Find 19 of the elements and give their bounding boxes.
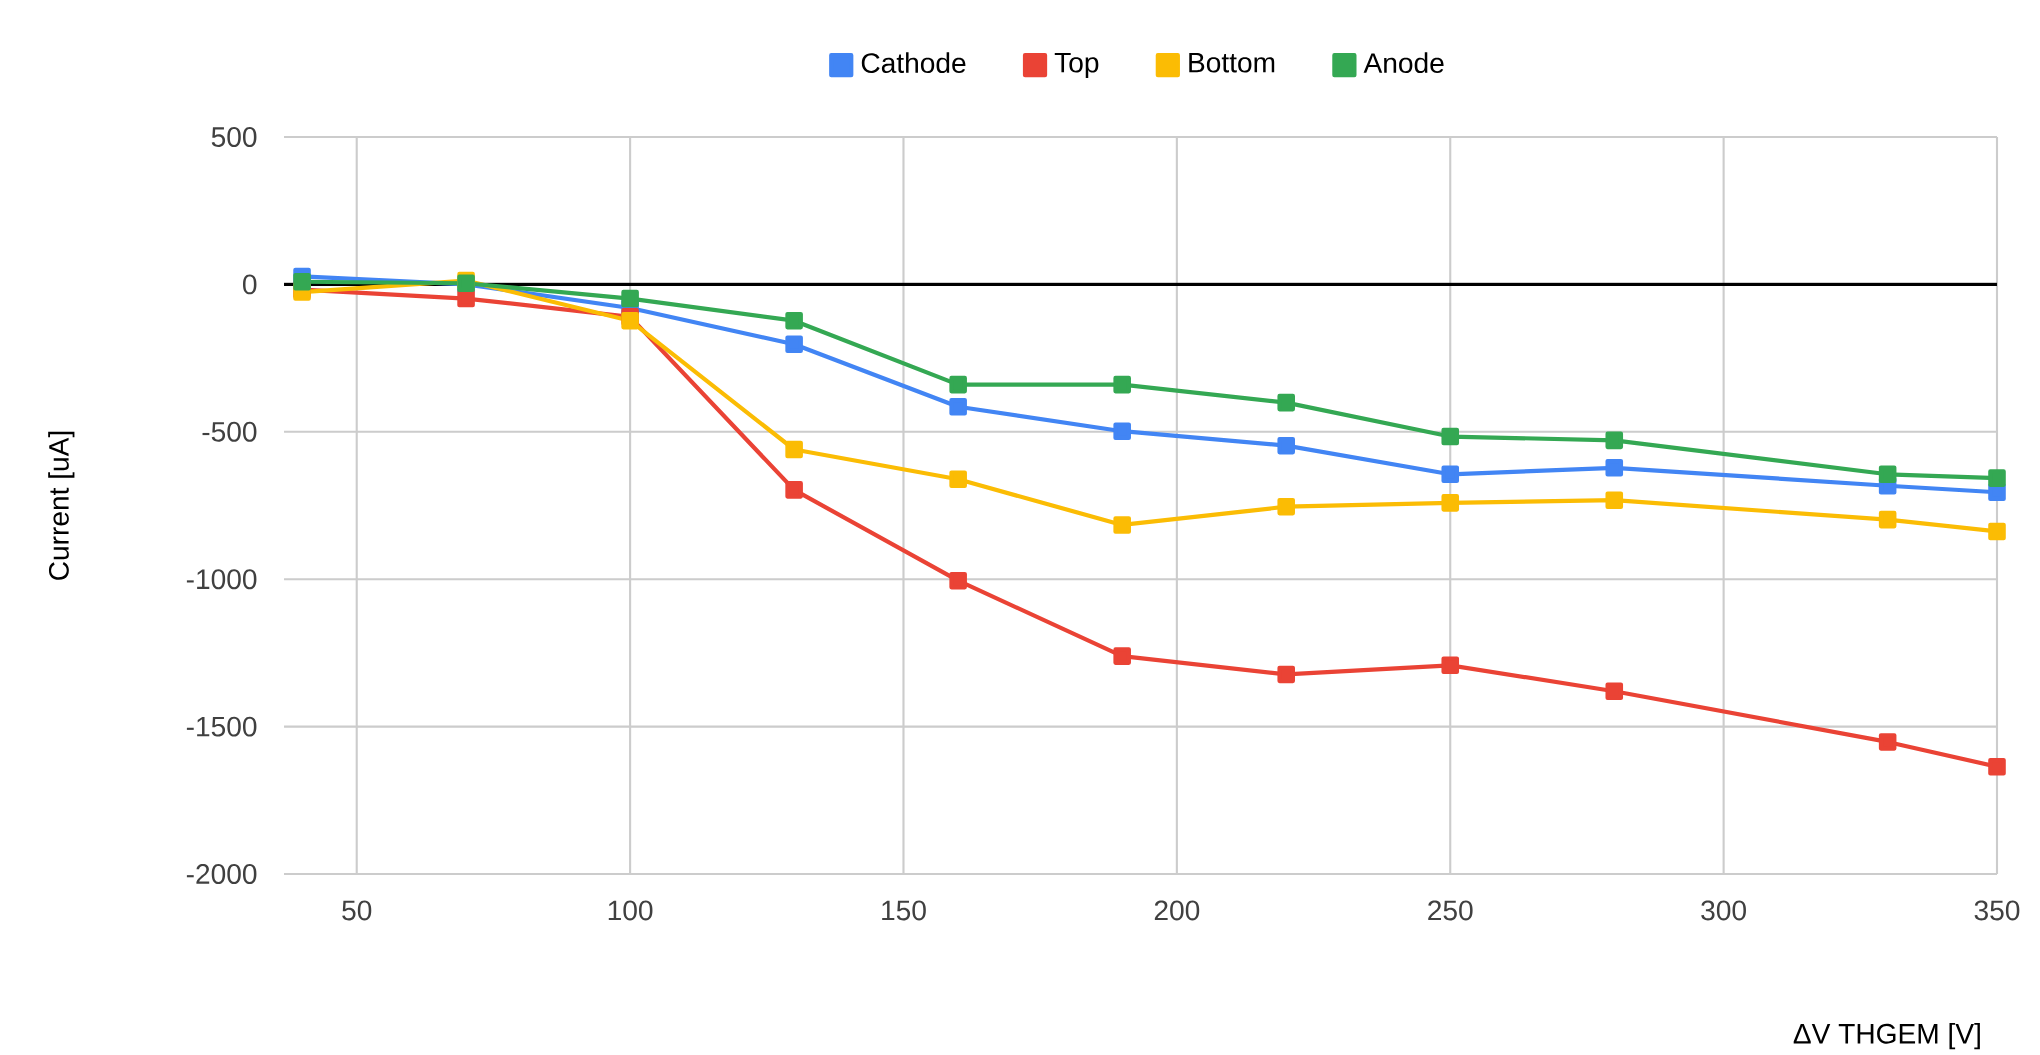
y-tick-label: -500 [202, 421, 257, 442]
legend-label: Top [1054, 52, 1099, 79]
x-axis-title: ΔV THGEM [V] [1793, 1023, 1980, 1050]
x-tick-label: 250 [1428, 900, 1473, 921]
x-tick-label: 100 [608, 900, 653, 921]
y-axis-title: Current [uA] [48, 431, 75, 580]
legend-label: Bottom [1189, 52, 1275, 73]
y-tick-label: -1500 [186, 716, 257, 737]
legend-label: Anode [1363, 52, 1444, 74]
x-tick-label: 300 [1701, 900, 1746, 921]
x-tick-label: 200 [1154, 900, 1200, 921]
y-tick-label: 0 [243, 274, 257, 295]
y-tick-label: 500 [211, 127, 257, 147]
x-tick-label: 50 [342, 900, 372, 921]
y-tick-label: -2000 [186, 864, 257, 884]
y-tick-label: -1000 [186, 569, 257, 590]
legend-label: Cathode [861, 52, 966, 74]
x-tick-label: 350 [1974, 900, 2020, 921]
x-tick-label: 150 [882, 900, 926, 921]
